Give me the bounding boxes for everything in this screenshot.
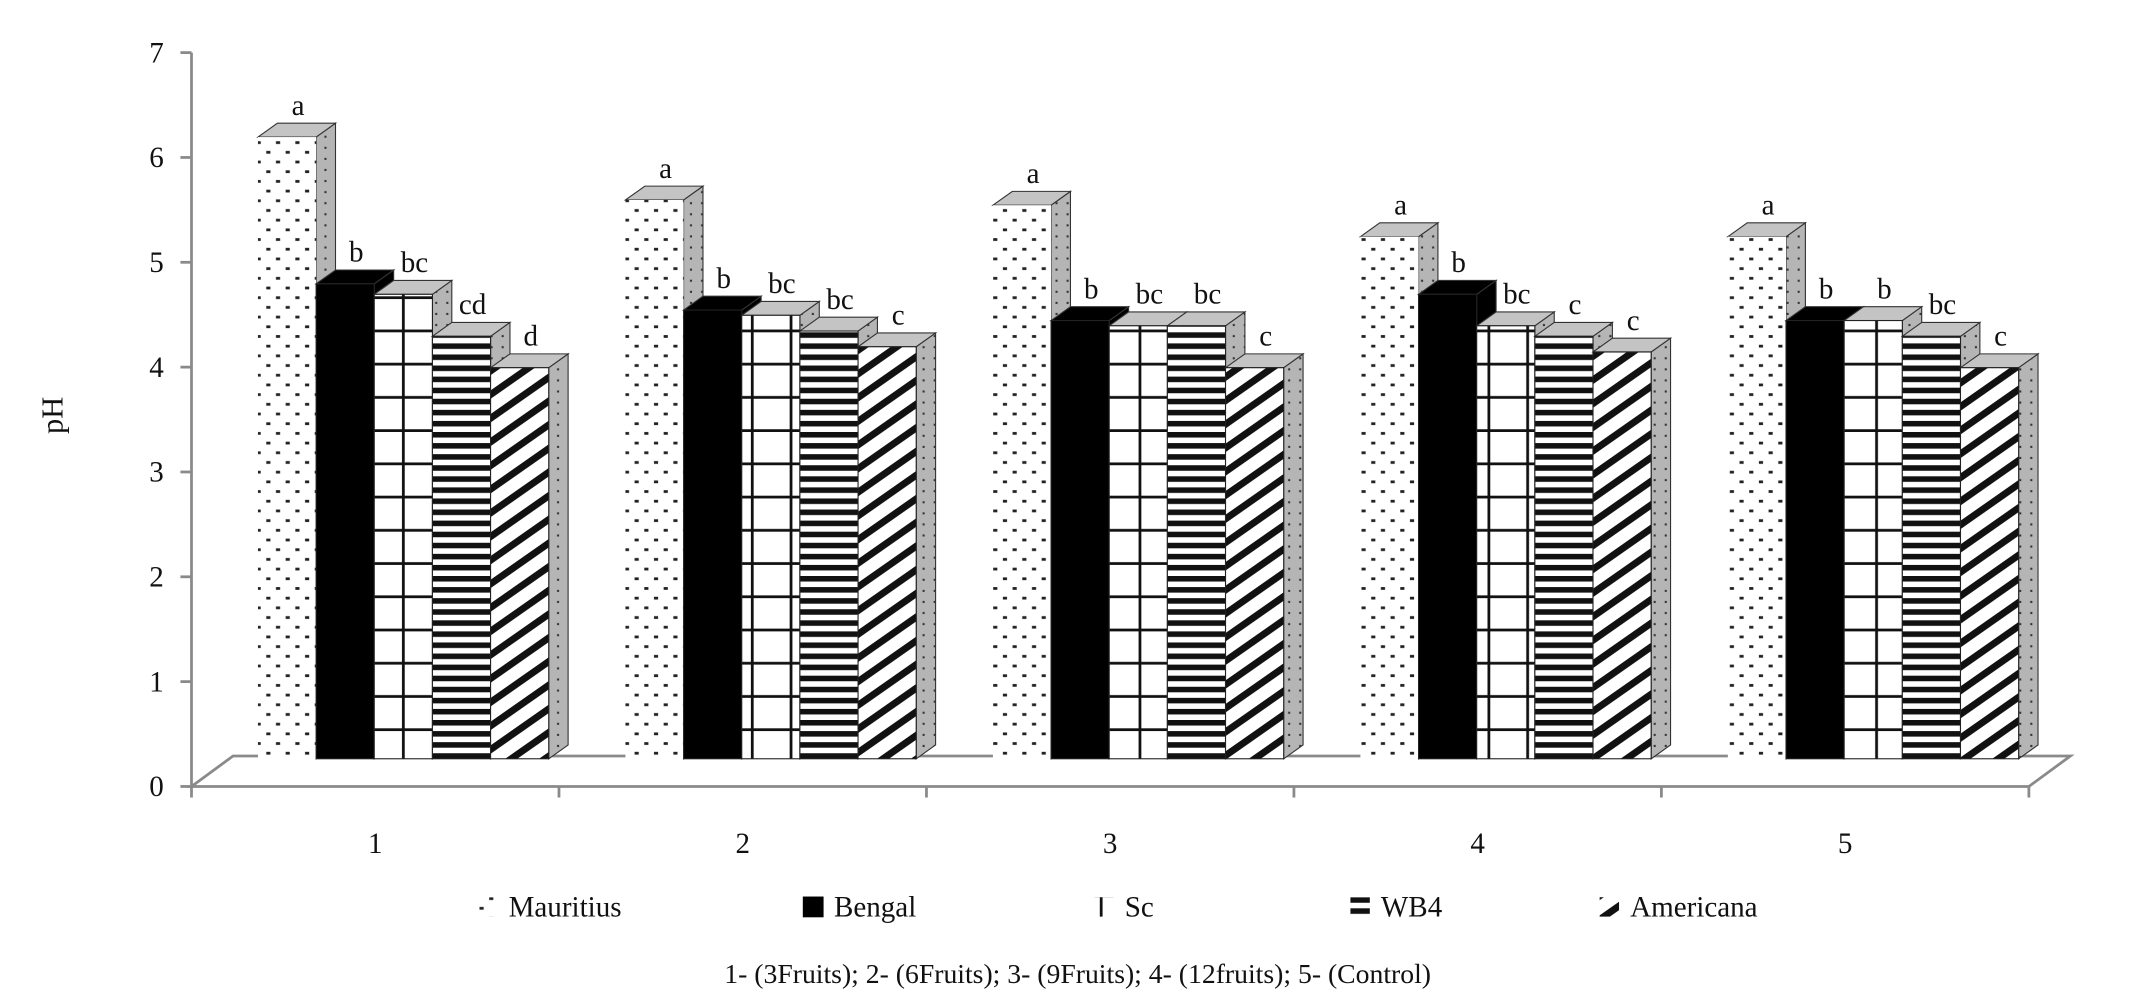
- legend-label: Bengal: [834, 892, 916, 924]
- bar-front: [1108, 325, 1168, 760]
- significance-letter: bc: [1136, 279, 1163, 311]
- significance-letter: bc: [1929, 289, 1956, 321]
- x-axis-caption: 1- (3Fruits); 2- (6Fruits); 3- (9Fruits)…: [724, 958, 1431, 989]
- legend: Mauritius Bengal Sc WB4 Americana: [478, 892, 1758, 924]
- legend-swatch: [478, 897, 498, 917]
- bar-front: [799, 330, 859, 760]
- bar-front: [1417, 293, 1478, 760]
- significance-letter: b: [349, 237, 364, 269]
- y-axis-label: pH: [36, 397, 70, 434]
- significance-letter: bc: [826, 284, 853, 316]
- significance-letter: b: [1877, 273, 1892, 305]
- legend-item-mauritius: Mauritius: [478, 892, 622, 924]
- significance-letter: b: [1084, 273, 1099, 305]
- significance-letter: bc: [1194, 279, 1221, 311]
- significance-letter: cd: [459, 289, 487, 321]
- significance-letter: bc: [1503, 279, 1530, 311]
- bar-front: [1050, 319, 1110, 760]
- axes: 0 1 2 3 4 5 6 7 1 2 3 4 5: [149, 37, 2031, 860]
- floor-plane: [187, 754, 2075, 788]
- legend-swatch: [1599, 897, 1620, 917]
- legend-item-americana: Americana: [1599, 892, 1758, 924]
- bar-side: [1283, 352, 1304, 760]
- bar-side: [915, 331, 937, 760]
- bar-front: [1592, 351, 1652, 760]
- bar-front: [1843, 319, 1903, 760]
- x-tick-label: 4: [1470, 828, 1485, 860]
- significance-letter: bc: [768, 268, 795, 300]
- significance-letter: c: [892, 300, 905, 332]
- significance-letter: a: [1394, 190, 1407, 222]
- legend-swatch: [1094, 897, 1114, 917]
- bar-front: [1360, 236, 1419, 759]
- bar-front: [490, 367, 550, 760]
- significance-letter: a: [659, 153, 672, 185]
- bar-americana-3: c: [1223, 321, 1305, 760]
- bar-front: [373, 293, 433, 760]
- x-tick-label: 2: [735, 828, 750, 860]
- bar-front: [683, 309, 743, 760]
- bar-americana-4: c: [1591, 305, 1673, 760]
- significance-letter: c: [1259, 321, 1272, 353]
- x-tick-label: 1: [368, 828, 383, 860]
- plot-floor: [187, 754, 2075, 788]
- legend-label: Sc: [1125, 892, 1154, 924]
- significance-letter: b: [1819, 273, 1834, 305]
- significance-letter: b: [716, 263, 731, 295]
- bar-front: [1901, 335, 1962, 760]
- y-tick-label: 0: [149, 771, 164, 803]
- y-tick-label: 3: [149, 457, 164, 489]
- y-tick-label: 7: [149, 37, 164, 69]
- significance-letter: a: [1762, 190, 1775, 222]
- bar-front: [431, 335, 492, 760]
- bar-front: [992, 205, 1052, 759]
- significance-letter: a: [1027, 158, 1040, 190]
- bar-front: [257, 137, 317, 759]
- legend-item-wb4: WB4: [1350, 892, 1443, 924]
- bar-side: [548, 352, 569, 760]
- y-tick-label: 2: [149, 561, 164, 593]
- y-tick-label: 5: [149, 247, 164, 279]
- legend-item-sc: Sc: [1094, 892, 1154, 924]
- legend-swatch: [802, 896, 824, 918]
- x-tick-label: 3: [1103, 828, 1118, 860]
- significance-letter: a: [292, 90, 305, 122]
- significance-letter: d: [523, 321, 538, 353]
- y-tick-label: 4: [149, 352, 164, 384]
- significance-letter: c: [1994, 321, 2007, 353]
- bar-americana-5: c: [1958, 321, 2040, 760]
- bar-front: [315, 283, 375, 760]
- bar-front: [1727, 236, 1787, 759]
- bar-front: [1785, 319, 1845, 760]
- significance-letter: c: [1627, 305, 1640, 337]
- significance-letter: bc: [401, 247, 428, 279]
- bar-americana-1: d: [488, 321, 570, 760]
- significance-letter: b: [1451, 247, 1466, 279]
- bar-front: [741, 314, 801, 760]
- bar-front: [1959, 367, 2020, 760]
- significance-letter: c: [1569, 289, 1582, 321]
- x-tick-label: 5: [1838, 828, 1853, 860]
- legend-item-bengal: Bengal: [802, 892, 916, 924]
- bar-front: [1166, 325, 1227, 760]
- bar-front: [857, 346, 917, 760]
- y-tick-label: 6: [149, 142, 164, 174]
- bar-front: [1534, 335, 1594, 760]
- bar-front: [1476, 325, 1536, 760]
- legend-label: Mauritius: [509, 892, 622, 924]
- bar-side: [2018, 352, 2039, 760]
- bar-americana-2: c: [856, 300, 938, 760]
- bar-front: [625, 199, 684, 759]
- legend-label: Americana: [1630, 892, 1758, 924]
- legend-label: WB4: [1381, 892, 1443, 924]
- bar-side: [1650, 337, 1672, 760]
- bar-front: [1224, 367, 1285, 760]
- legend-swatch: [1350, 897, 1370, 917]
- y-tick-label: 1: [149, 666, 164, 698]
